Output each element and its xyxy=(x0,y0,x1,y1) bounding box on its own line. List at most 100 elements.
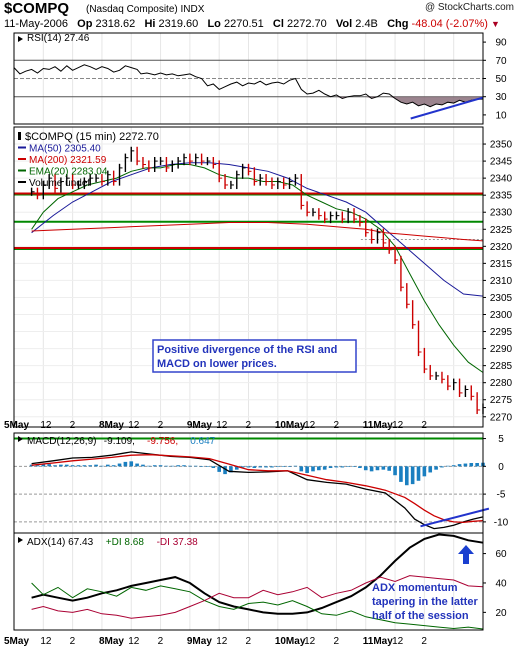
macd-histogram-bar xyxy=(440,466,444,468)
x-axis-label-bottom: 8May xyxy=(99,636,124,647)
rsi-ytick-label: 50 xyxy=(495,74,507,85)
macd-histogram-bar xyxy=(346,466,350,467)
macd-histogram-bar xyxy=(387,466,391,471)
macd-histogram-bar xyxy=(457,464,462,467)
price-annotation-box xyxy=(152,339,357,373)
x-axis-label-bottom: 12 xyxy=(40,636,52,647)
macd-signal-line xyxy=(31,454,484,524)
macd-histogram-bar xyxy=(70,465,75,467)
high-value: 2319.60 xyxy=(158,18,199,30)
rsi-oversold-fill xyxy=(14,96,483,107)
quote-bar: 11-May-2006 Op 2318.62 Hi 2319.60 Lo 227… xyxy=(4,18,500,30)
low-label: Lo xyxy=(207,18,221,30)
macd-histogram-bar xyxy=(47,464,51,467)
price-ytick-label: 2305 xyxy=(490,293,513,304)
rsi-line xyxy=(13,64,484,108)
price-ytick-label: 2335 xyxy=(490,191,513,202)
price-legend-label: EMA(20) 2283.04 xyxy=(29,167,108,178)
price-legend-marker xyxy=(18,132,21,140)
macd-ytick-label: 0 xyxy=(498,462,504,473)
macd-histogram-bar xyxy=(229,466,233,473)
open-label: Op xyxy=(77,18,93,30)
rsi-divergence-trendline xyxy=(410,96,484,120)
low-value: 2270.51 xyxy=(223,18,264,30)
macd-histogram-bar xyxy=(352,466,356,467)
macd-histogram-bar xyxy=(117,463,122,467)
price-ytick-label: 2310 xyxy=(490,276,513,287)
price-ytick-label: 2290 xyxy=(490,344,513,355)
adx-ytick-label: 20 xyxy=(495,608,507,619)
macd-histogram-bar xyxy=(328,466,333,468)
macd-histogram-bar xyxy=(211,466,216,468)
close-value: 2272.70 xyxy=(286,18,327,30)
macd-histogram-bar xyxy=(170,465,175,467)
macd-histogram-bar xyxy=(258,466,263,468)
volume-value: 2.4B xyxy=(355,18,378,30)
price-annotation-line: Positive divergence of the RSI and xyxy=(157,344,337,356)
x-axis-label-bottom: 11May xyxy=(363,636,393,647)
macd-histogram-bar xyxy=(205,466,210,467)
x-axis-label: 8May xyxy=(99,420,124,431)
x-axis-label: 12 xyxy=(128,420,140,431)
price-ytick-label: 2295 xyxy=(490,327,513,338)
price-ytick-label: 2285 xyxy=(490,361,513,372)
price-ytick-label: 2280 xyxy=(490,378,513,389)
x-axis-label-bottom: 5May xyxy=(4,636,29,647)
macd-histogram-bar xyxy=(35,465,40,467)
macd-histogram-bar xyxy=(64,464,69,467)
macd-histogram-bar xyxy=(217,466,221,472)
macd-histogram-bar xyxy=(393,466,397,476)
macd-histogram-bar xyxy=(299,466,304,472)
volume-label: Vol xyxy=(335,18,353,30)
macd-histogram-bar xyxy=(281,466,286,467)
macd-histogram-bar xyxy=(53,465,57,467)
macd-histogram-bar xyxy=(158,465,163,467)
x-axis-label-bottom: 2 xyxy=(333,636,339,647)
adx-legend-label: -DI 37.38 xyxy=(157,537,199,548)
x-axis-label: 2 xyxy=(421,420,427,431)
macd-histogram-bar xyxy=(252,466,257,468)
moving-average-line xyxy=(31,222,484,242)
macd-histogram-bar xyxy=(59,464,63,467)
rsi-legend-label: RSI(14) 27.46 xyxy=(27,33,90,44)
macd-histogram-bar xyxy=(234,466,239,470)
adx-annotation-line: ADX momentum xyxy=(372,582,458,594)
change-label: Chg xyxy=(387,18,409,30)
price-legend-label: $COMPQ (15 min) 2272.70 xyxy=(25,131,159,143)
x-axis-label-bottom: 9May xyxy=(187,636,212,647)
macd-histogram-bar xyxy=(434,466,438,470)
macd-histogram-bar xyxy=(193,465,198,467)
price-legend-label: MA(50) 2305.40 xyxy=(29,144,101,155)
macd-histogram-bar xyxy=(369,466,374,472)
macd-line xyxy=(31,451,484,530)
macd-legend-marker xyxy=(18,436,23,442)
rsi-ytick-label: 30 xyxy=(495,92,507,103)
open-value: 2318.62 xyxy=(95,18,136,30)
macd-histogram-bar xyxy=(94,464,98,467)
high-label: Hi xyxy=(144,18,156,30)
macd-histogram-bar xyxy=(463,463,468,467)
x-axis-label: 2 xyxy=(246,420,252,431)
x-axis-label-bottom: 2 xyxy=(70,636,76,647)
macd-histogram-bar xyxy=(416,466,421,481)
minus-di-line xyxy=(31,575,484,619)
macd-ytick-label: -10 xyxy=(494,517,509,528)
price-ytick-label: 2275 xyxy=(490,395,513,406)
macd-histogram-bar xyxy=(76,465,81,467)
macd-legend-label: MACD(12,26,9) xyxy=(27,436,96,447)
macd-divergence-trendline xyxy=(420,507,490,528)
macd-histogram-bar xyxy=(276,466,280,467)
x-axis-label-bottom: 12 xyxy=(128,636,140,647)
macd-histogram-bar xyxy=(164,465,169,467)
macd-histogram-bar xyxy=(223,466,227,475)
x-axis-label-bottom: 12 xyxy=(216,636,228,647)
macd-histogram-bar xyxy=(147,465,151,467)
price-ytick-label: 2270 xyxy=(490,412,513,423)
macd-legend-label: -9.756, xyxy=(147,436,178,447)
macd-histogram-bar xyxy=(188,465,192,467)
macd-histogram-bar xyxy=(176,465,180,467)
rsi-ytick-label: 70 xyxy=(495,56,507,67)
price-ytick-label: 2345 xyxy=(490,157,513,168)
x-axis-label-bottom: 2 xyxy=(158,636,164,647)
x-axis-label: 10May xyxy=(275,420,306,431)
